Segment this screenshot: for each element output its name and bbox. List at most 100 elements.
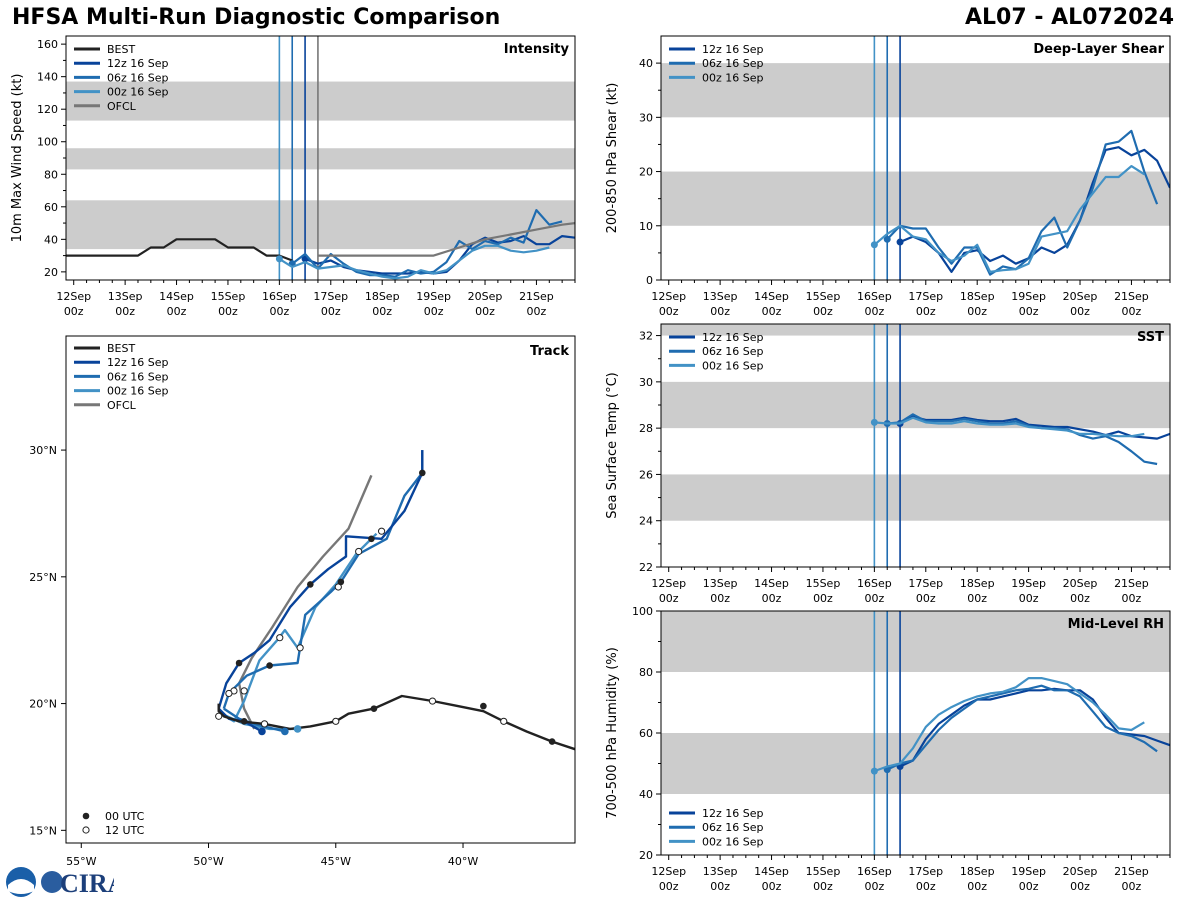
init-point <box>870 241 878 249</box>
x-tick-label: 14Sep <box>754 865 789 878</box>
y-tick-label: 80 <box>639 666 653 679</box>
y-tick-label: 26 <box>639 468 653 481</box>
y-tick-label: 15°N <box>29 824 57 837</box>
marker-12utc <box>296 644 304 652</box>
init-position <box>281 727 289 736</box>
x-tick-label: 00z <box>916 592 936 605</box>
legend-label: 06z 16 Sep <box>702 57 764 70</box>
x-tick-label: 17Sep <box>908 865 943 878</box>
axes-frame <box>660 323 1171 568</box>
legend-label: BEST <box>107 43 135 56</box>
threshold-band <box>661 324 1170 336</box>
x-tick-label: 00z <box>813 880 833 893</box>
track-panel: 55°W 50°W 45°W 40°W 15°N 20°N 25°N 30°N Track BES… <box>29 335 606 868</box>
axis-clip <box>1170 34 1191 282</box>
x-tick-label: 00z <box>167 305 187 318</box>
x-tick-label: 50°W <box>193 855 223 868</box>
x-tick-label: 00z <box>762 305 782 318</box>
y-tick-label: 140 <box>37 71 58 84</box>
init-point <box>883 235 891 243</box>
y-tick-label: 20 <box>639 849 653 862</box>
x-tick-label: 18Sep <box>960 865 995 878</box>
legend-label: 00z 16 Sep <box>702 71 764 84</box>
threshold-band <box>661 474 1170 521</box>
marker-00utc <box>307 581 314 588</box>
y-tick-label: 30°N <box>29 444 57 457</box>
x-tick-label: 17Sep <box>313 290 348 303</box>
x-tick-label: 20Sep <box>1063 577 1098 590</box>
legend-label: 12z 16 Sep <box>107 57 169 70</box>
sst-panel: 12Sep 00z 13Sep 00z 14Sep 00z 15Sep 00z 16Sep 00z… <box>605 322 1191 605</box>
legend-label: 06z 16 Sep <box>702 821 764 834</box>
marker-12utc <box>355 547 363 556</box>
x-tick-label: 15Sep <box>211 290 246 303</box>
x-tick-label: 19Sep <box>1011 865 1046 878</box>
y-tick-label: 32 <box>639 330 653 343</box>
shear-panel: 12Sep 00z 13Sep 00z 14Sep 00z 15Sep 00z 16Sep 00z… <box>605 34 1191 318</box>
x-tick-label: 00z <box>475 305 495 318</box>
marker-12utc <box>215 712 223 720</box>
x-tick-label: 21Sep <box>519 290 554 303</box>
y-tick-label: 100 <box>632 605 653 618</box>
legend-label: 06z 16 Sep <box>107 370 169 383</box>
x-tick-label: 14Sep <box>159 290 194 303</box>
track-run06z <box>222 450 424 709</box>
legend-label: BEST <box>107 342 135 355</box>
marker-00utc <box>548 738 556 745</box>
x-tick-label: 00z <box>1070 880 1090 893</box>
x-tick-label: 00z <box>813 592 833 605</box>
y-tick-label: 80 <box>44 168 58 181</box>
y-tick-label: 160 <box>37 38 58 51</box>
series-run06z <box>886 684 1158 771</box>
marker-12utc <box>240 687 248 695</box>
x-tick-label: 00z <box>659 305 679 318</box>
legend-label: OFCL <box>107 100 137 113</box>
legend-label: 00z 16 Sep <box>702 359 764 372</box>
x-tick-label: 17Sep <box>908 290 943 303</box>
y-tick-label: 25°N <box>29 571 57 584</box>
axis-clip <box>1170 609 1191 857</box>
x-tick-label: 00z <box>218 305 238 318</box>
marker-12utc <box>500 717 508 725</box>
y-tick-label: 100 <box>37 136 58 149</box>
legend-label: OFCL <box>107 399 137 412</box>
axes-frame <box>65 335 576 844</box>
series-run12z <box>899 146 1171 273</box>
panel-title: SST <box>1137 330 1164 345</box>
track-best <box>217 694 576 751</box>
globe-icon <box>41 871 63 893</box>
init-point <box>870 767 878 775</box>
threshold-band <box>661 63 1170 118</box>
x-tick-label: 00z <box>710 305 730 318</box>
x-tick-label: 16Sep <box>857 577 892 590</box>
x-tick-label: 00z <box>1070 305 1090 318</box>
y-tick-label: 20 <box>44 266 58 279</box>
track-run00z <box>220 532 378 723</box>
x-tick-label: 00z <box>710 592 730 605</box>
axis-clip <box>1170 322 1191 569</box>
x-tick-label: 21Sep <box>1114 290 1149 303</box>
legend-label: 12z 16 Sep <box>702 331 764 344</box>
x-tick-label: 55°W <box>66 855 96 868</box>
series-best <box>66 238 293 262</box>
marker-00utc <box>266 662 273 669</box>
x-tick-label: 00z <box>64 305 84 318</box>
y-axis-label: Sea Surface Temp (°C) <box>605 372 620 519</box>
y-tick-label: 20°N <box>29 698 57 711</box>
y-tick-label: 40 <box>44 233 58 246</box>
legend-label: 00z 16 Sep <box>107 86 169 99</box>
x-tick-label: 00z <box>1070 592 1090 605</box>
marker-12utc <box>225 689 233 698</box>
x-tick-label: 19Sep <box>1011 290 1046 303</box>
series-run06z <box>887 413 1158 466</box>
x-tick-label: 00z <box>659 880 679 893</box>
x-tick-label: 14Sep <box>754 290 789 303</box>
x-tick-label: 15Sep <box>806 290 841 303</box>
legend-label: 06z 16 Sep <box>702 345 764 358</box>
y-axis-label: 700-500 hPa Humidity (%) <box>605 647 620 819</box>
x-tick-label: 00z <box>115 305 135 318</box>
x-tick-label: 00z <box>1122 592 1142 605</box>
x-tick-label: 20Sep <box>468 290 503 303</box>
init-point <box>896 238 904 246</box>
x-tick-label: 45°W <box>321 855 351 868</box>
